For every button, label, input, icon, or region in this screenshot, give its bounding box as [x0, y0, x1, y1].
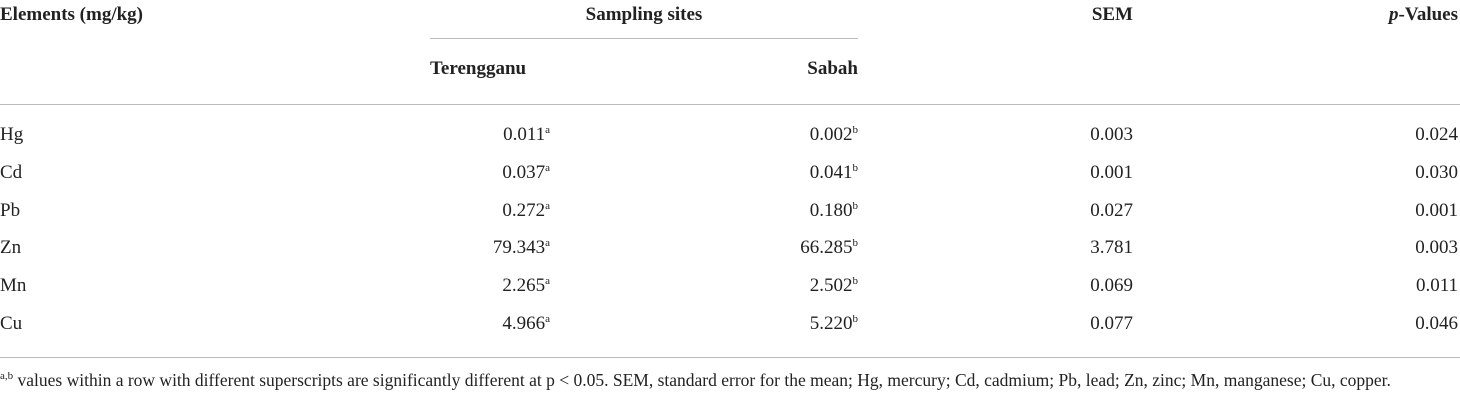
- header-terengganu: Terengganu: [430, 58, 527, 79]
- cell-sem: 0.027: [1090, 199, 1133, 221]
- terengganu-value: 0.011: [503, 124, 546, 145]
- cell-p-value: 0.003: [1415, 237, 1458, 259]
- sabah-value: 2.502: [809, 275, 853, 297]
- terengganu-sup: a: [545, 237, 550, 250]
- cell-terengganu: 0.037a: [502, 162, 550, 184]
- terengganu-value: 4.966: [502, 313, 546, 334]
- cell-element: Hg: [0, 124, 24, 145]
- terengganu-value: 79.343: [492, 237, 546, 259]
- header-p-rest: -Values: [1398, 4, 1458, 25]
- cell-element: Mn: [0, 275, 27, 297]
- terengganu-value: 2.265: [502, 275, 546, 297]
- cell-p-value: 0.001: [1415, 199, 1458, 221]
- cell-p-value: 0.046: [1415, 313, 1458, 334]
- cell-sabah: 0.180b: [810, 200, 858, 222]
- terengganu-sup: a: [545, 161, 550, 174]
- sabah-sup: b: [852, 161, 859, 174]
- terengganu-value: 0.037: [502, 161, 546, 183]
- header-p-values: p-Values: [1389, 4, 1458, 26]
- terengganu-sup: a: [545, 199, 550, 212]
- sabah-sup: b: [852, 313, 859, 325]
- sabah-value: 66.285: [800, 237, 853, 259]
- terengganu-sup: a: [545, 275, 550, 288]
- cell-sem: 3.781: [1090, 237, 1133, 259]
- cell-sem: 0.001: [1090, 161, 1133, 183]
- cell-terengganu: 4.966a: [502, 313, 550, 335]
- sabah-sup: b: [852, 237, 859, 250]
- cell-p-value: 0.024: [1415, 124, 1458, 145]
- terengganu-sup: a: [545, 124, 550, 136]
- cell-sabah: 66.285b: [800, 237, 858, 259]
- cell-p-value: 0.030: [1415, 161, 1458, 183]
- cell-sabah: 2.502b: [810, 275, 858, 297]
- sabah-value: 0.041: [809, 161, 853, 183]
- sabah-value: 5.220: [809, 313, 853, 334]
- group-rule: [430, 38, 858, 39]
- cell-p-value: 0.011: [1415, 275, 1458, 297]
- cell-element: Zn: [0, 237, 22, 259]
- cell-sabah: 0.041b: [810, 162, 858, 184]
- cell-element: Cd: [0, 161, 23, 183]
- cell-terengganu: 2.265a: [502, 275, 550, 297]
- sabah-value: 0.002: [809, 124, 853, 145]
- header-sampling-sites: Sampling sites: [585, 4, 703, 25]
- header-elements: Elements (mg/kg): [0, 4, 144, 25]
- header-sabah: Sabah: [807, 58, 858, 79]
- footnote-sup: a,b: [0, 370, 14, 382]
- sabah-sup: b: [852, 124, 859, 136]
- cell-sem: 0.003: [1090, 124, 1133, 145]
- header-sem: SEM: [1091, 4, 1133, 25]
- cell-element: Pb: [0, 199, 21, 221]
- terengganu-value: 0.272: [502, 199, 546, 221]
- cell-sabah: 0.002b: [810, 124, 858, 146]
- bottom-rule: [0, 357, 1460, 358]
- cell-terengganu: 79.343a: [493, 237, 550, 259]
- footnote: a,b values within a row with different s…: [0, 366, 1450, 394]
- header-p-italic: p: [1389, 4, 1399, 25]
- sabah-sup: b: [852, 275, 859, 288]
- header-rule: [0, 104, 1460, 105]
- cell-element: Cu: [0, 313, 23, 334]
- cell-terengganu: 0.011a: [503, 124, 550, 146]
- sabah-sup: b: [852, 199, 859, 212]
- cell-sem: 0.077: [1090, 313, 1133, 334]
- cell-terengganu: 0.272a: [502, 200, 550, 222]
- terengganu-sup: a: [545, 313, 550, 325]
- cell-sem: 0.069: [1090, 275, 1133, 297]
- sabah-value: 0.180: [809, 199, 853, 221]
- footnote-text: values within a row with different super…: [13, 370, 1391, 390]
- cell-sabah: 5.220b: [810, 313, 858, 335]
